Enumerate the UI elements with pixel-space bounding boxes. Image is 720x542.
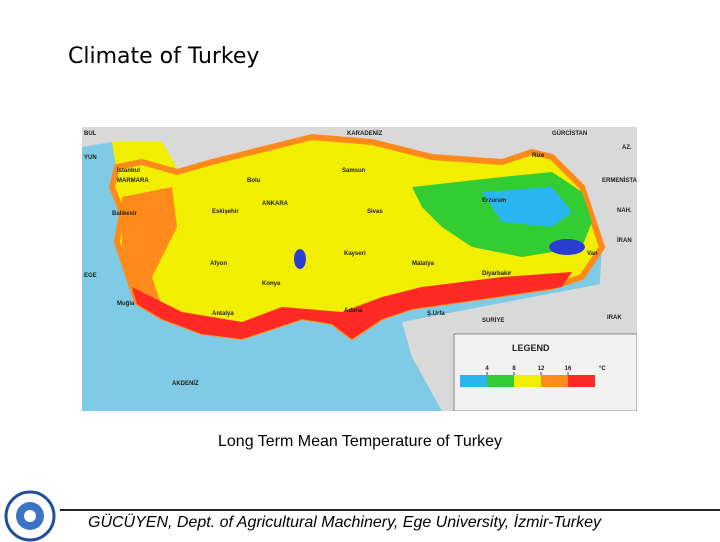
map-label: Samsun [342, 168, 366, 174]
legend-tick-label: 4 [485, 366, 489, 372]
footer-text: GÜCÜYEN, Dept. of Agricultural Machinery… [88, 514, 602, 531]
map-label: Sivas [367, 209, 383, 215]
legend-title: LEGEND [512, 343, 550, 353]
map-label: İRAN [617, 237, 632, 244]
slide-title: Climate of Turkey [68, 44, 260, 69]
map-label: YUN [84, 155, 97, 161]
legend-swatch [514, 375, 541, 387]
legend-swatch [460, 375, 487, 387]
map-label: IRAK [607, 315, 622, 321]
footer-rule [60, 509, 720, 511]
warm-west [122, 187, 177, 307]
university-logo [4, 490, 56, 542]
legend-unit: °C [599, 366, 606, 372]
map-label: NAH. [617, 208, 632, 214]
map-label: Antalya [212, 311, 234, 317]
map-label: AZ. [622, 145, 632, 151]
legend-box [453, 333, 637, 411]
map-label: Rize [532, 153, 545, 159]
map-label: Malatya [412, 261, 435, 267]
map-label: Ş.Urfa [427, 311, 445, 317]
map-label: BUL [84, 131, 97, 137]
neighbours [82, 127, 637, 411]
map-label: GÜRCİSTAN [552, 130, 587, 137]
map-label: Adana [344, 308, 363, 314]
legend-swatch [487, 375, 514, 387]
map-label: SURİYE [482, 317, 504, 324]
map-label: Afyon [210, 261, 227, 267]
map-label: Muğla [117, 301, 135, 307]
map-label: Van [587, 251, 598, 257]
legend-tick-label: 16 [565, 366, 572, 372]
cold-east [482, 187, 572, 227]
map-label: Konya [262, 281, 281, 287]
temperature-map: LEGEND 4 8 12 16 °C BUL YUN KARADENİZ GÜRCİSTAN… [82, 127, 637, 411]
map-label: KARADENİZ [347, 130, 383, 137]
legend-swatch [541, 375, 568, 387]
map-label: Diyarbakır [482, 271, 512, 277]
map-label: MARMARA [117, 178, 149, 184]
legend: 4 8 12 16 °C [460, 366, 606, 387]
legend-tick-label: 8 [512, 366, 516, 372]
lake-van [549, 239, 585, 255]
caption: Long Term Mean Temperature of Turkey [218, 433, 502, 450]
map-label: Bolu [247, 178, 261, 184]
lake-tuz [294, 249, 306, 269]
map-label: AKDENİZ [172, 380, 199, 387]
hot-south [132, 272, 572, 339]
legend-swatch [568, 375, 595, 387]
map-label: Kayseri [344, 251, 366, 257]
map-label: Balıkesir [112, 211, 138, 217]
map-label: İstanbul [117, 167, 140, 174]
legend-tick-label: 12 [538, 366, 545, 372]
map-label: EGE [84, 273, 97, 279]
map-label: ANKARA [262, 201, 289, 207]
map-label: Erzurum [482, 198, 506, 204]
map-label: Eskişehir [212, 209, 239, 215]
